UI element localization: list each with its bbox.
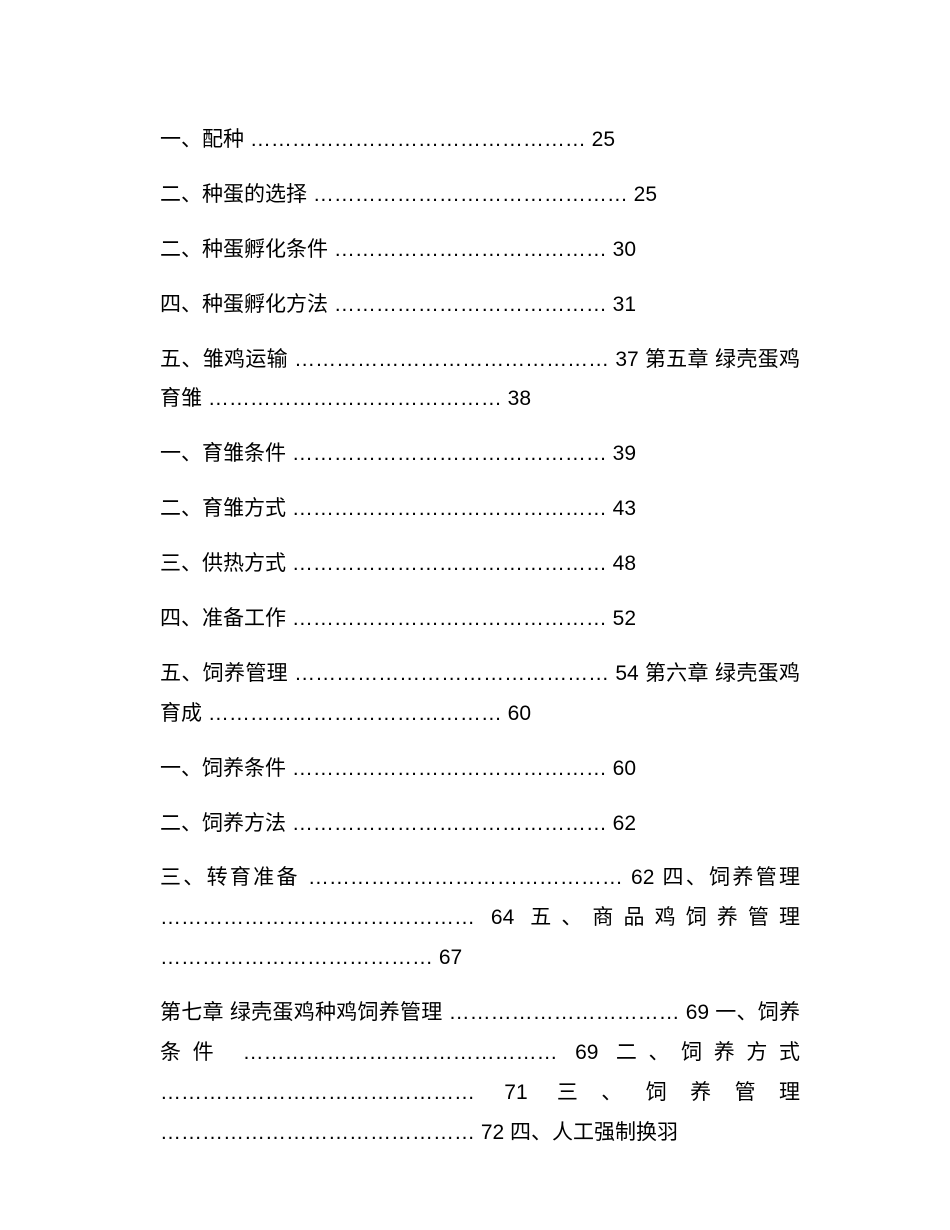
toc-container: 一、配种 ………………………………………… 25 二、种蛋的选择 …………………… — [160, 120, 800, 1153]
toc-entry: 二、育雏方式 ……………………………………… 43 — [160, 489, 800, 529]
toc-entry: 五、饲养管理 ……………………………………… 54 第六章 绿壳蛋鸡育成 ………… — [160, 654, 800, 734]
toc-entry: 三、供热方式 ……………………………………… 48 — [160, 544, 800, 584]
toc-entry: 三、转育准备 ……………………………………… 62 四、饲养管理 …………………… — [160, 858, 800, 978]
toc-entry: 一、配种 ………………………………………… 25 — [160, 120, 800, 160]
toc-entry: 一、饲养条件 ……………………………………… 60 — [160, 749, 800, 789]
toc-entry: 二、种蛋孵化条件 ………………………………… 30 — [160, 230, 800, 270]
toc-entry: 第七章 绿壳蛋鸡种鸡饲养管理 …………………………… 69 一、饲养条件 ………… — [160, 993, 800, 1153]
toc-entry: 一、育雏条件 ……………………………………… 39 — [160, 434, 800, 474]
toc-entry: 二、饲养方法 ……………………………………… 62 — [160, 804, 800, 844]
toc-entry: 四、准备工作 ……………………………………… 52 — [160, 599, 800, 639]
toc-entry: 四、种蛋孵化方法 ………………………………… 31 — [160, 285, 800, 325]
toc-entry: 五、雏鸡运输 ……………………………………… 37 第五章 绿壳蛋鸡育雏 ………… — [160, 340, 800, 420]
toc-entry: 二、种蛋的选择 ……………………………………… 25 — [160, 175, 800, 215]
